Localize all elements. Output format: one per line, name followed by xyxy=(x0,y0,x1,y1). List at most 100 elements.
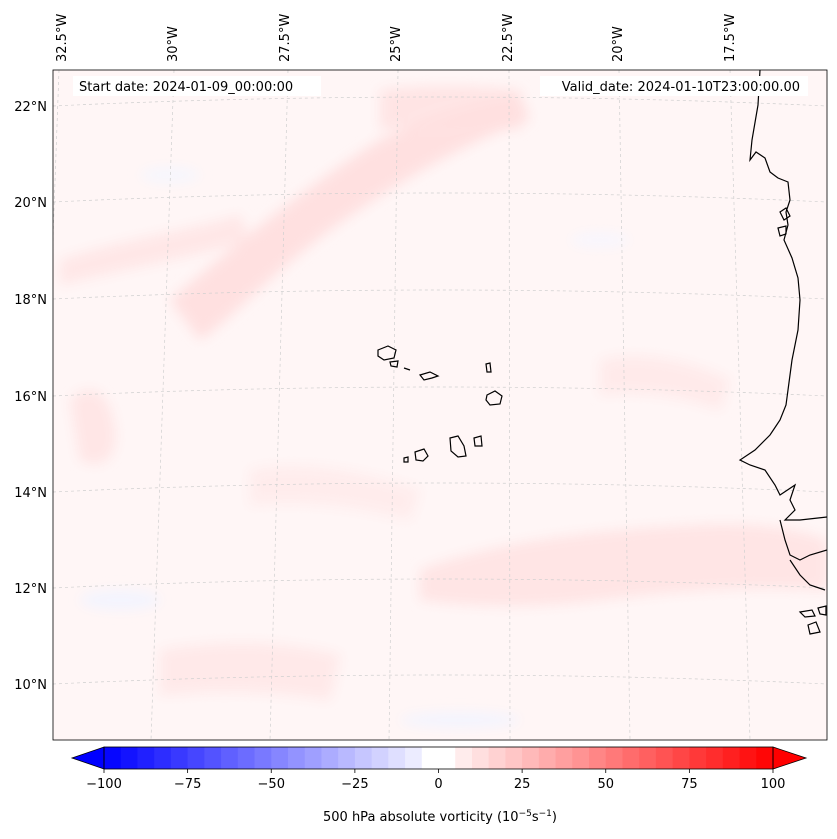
negative-vorticity-patch xyxy=(570,232,630,248)
colorbar-block xyxy=(321,747,339,769)
colorbar-block xyxy=(304,747,322,769)
negative-vorticity-patch xyxy=(140,167,200,183)
lon-label-22-5w: 22.5°W xyxy=(501,14,516,62)
parallel-10n xyxy=(53,674,827,685)
colorbar-block xyxy=(605,747,623,769)
cape-verde-sao-nicolau xyxy=(418,371,440,381)
guinea-bissau-coastline xyxy=(779,519,827,591)
meridian-30w xyxy=(150,70,175,740)
colorbar-tick-label: 75 xyxy=(681,777,698,792)
lat-label-14n: 14°N xyxy=(14,486,47,501)
map-frame xyxy=(52,69,828,741)
lat-label-22n: 22°N xyxy=(14,100,47,115)
colorbar-block xyxy=(756,747,774,769)
parallel-18n xyxy=(53,289,827,300)
colorbar-block xyxy=(522,747,540,769)
colorbar-tick-label: −25 xyxy=(341,777,368,792)
colorbar-tick-label: 25 xyxy=(514,777,531,792)
colorbar-label: 500 hPa absolute vorticity (10−5s−1) xyxy=(323,809,557,825)
graticule xyxy=(53,70,827,740)
colorbar-label-main: 500 hPa absolute vorticity (10 xyxy=(323,810,519,825)
lat-label-20n: 20°N xyxy=(14,196,47,211)
cape-verde-sao-vicente xyxy=(389,360,399,368)
lon-label-17-5w: 17.5°W xyxy=(723,14,738,62)
colorbar-label-end: ) xyxy=(552,810,557,825)
colorbar-block xyxy=(421,747,439,769)
coastlines xyxy=(377,70,827,635)
colorbar-block xyxy=(221,747,239,769)
colorbar-block xyxy=(371,747,389,769)
positive-vorticity-band xyxy=(70,390,116,464)
cape-verde-sal xyxy=(485,362,492,373)
meridian-27-5w xyxy=(269,70,289,740)
colorbar-block xyxy=(739,747,757,769)
lon-label-20w: 20°W xyxy=(611,26,626,62)
cape-verde-boa-vista xyxy=(485,390,503,406)
colorbar-max-extension xyxy=(772,746,808,770)
lon-label-25w: 25°W xyxy=(389,26,404,62)
colorbar-block xyxy=(254,747,272,769)
colorbar-block xyxy=(237,747,255,769)
meridian-17-5w xyxy=(729,70,751,740)
colorbar-tick-label: −100 xyxy=(86,777,122,792)
negative-vorticity-patch xyxy=(80,590,160,610)
colorbar-block xyxy=(338,747,356,769)
bijagos-islands xyxy=(798,605,827,635)
colorbar-tick-label: 0 xyxy=(434,777,442,792)
cape-verde-santiago xyxy=(449,435,467,458)
colorbar-label-exp1: −5 xyxy=(519,809,532,819)
cape-verde-santo-antao xyxy=(377,345,397,361)
colorbar-block xyxy=(639,747,657,769)
positive-vorticity-band xyxy=(600,356,730,410)
positive-vorticity-band xyxy=(380,86,520,130)
colorbar-min-extension xyxy=(70,746,105,770)
lon-label-30w: 30°W xyxy=(166,26,181,62)
positive-vorticity-band xyxy=(420,524,827,606)
colorbar: −100 −75 −50 −25 0 25 50 75 100 500 hPa absolute… xyxy=(70,746,808,825)
colorbar-ticks: −100 −75 −50 −25 0 25 50 75 100 xyxy=(86,769,785,792)
colorbar-block xyxy=(572,747,590,769)
lon-label-32-5w: 32.5°W xyxy=(55,14,70,62)
colorbar-block xyxy=(488,747,506,769)
colorbar-block xyxy=(689,747,707,769)
colorbar-block xyxy=(154,747,172,769)
positive-vorticity-band xyxy=(170,95,530,340)
negative-vorticity-patch xyxy=(400,712,520,728)
map-panel: Start date: 2024-01-09_00:00:00 Valid_da… xyxy=(53,70,827,740)
valid-date-label: Valid_date: 2024-01-10T23:00:00.00 xyxy=(562,80,800,95)
colorbar-block xyxy=(104,747,122,769)
valid-date-box xyxy=(540,76,808,96)
colorbar-block xyxy=(271,747,289,769)
positive-vorticity-band xyxy=(60,215,250,285)
colorbar-block xyxy=(137,747,155,769)
lat-label-10n: 10°N xyxy=(14,678,47,693)
lat-label-12n: 12°N xyxy=(14,582,47,597)
parallel-16n xyxy=(53,386,827,397)
colorbar-block xyxy=(354,747,372,769)
start-date-label: Start date: 2024-01-09_00:00:00 xyxy=(79,80,293,95)
colorbar-block xyxy=(538,747,556,769)
meridian-20w xyxy=(618,70,631,740)
parallel-20n xyxy=(53,192,827,203)
colorbar-block xyxy=(589,747,607,769)
colorbar-tick-label: −75 xyxy=(174,777,201,792)
colorbar-block xyxy=(438,747,456,769)
colorbar-block xyxy=(455,747,473,769)
lon-label-27-5w: 27.5°W xyxy=(278,14,293,62)
cape-verde-santa-luzia xyxy=(403,367,411,371)
start-date-box xyxy=(73,76,321,96)
lat-label-18n: 18°N xyxy=(14,293,47,308)
colorbar-tick-label: 100 xyxy=(761,777,786,792)
colorbar-block xyxy=(555,747,573,769)
colorbar-label-exp2: −1 xyxy=(539,809,552,819)
colorbar-block xyxy=(405,747,423,769)
meridian-25w xyxy=(388,70,399,740)
cape-verde-fogo xyxy=(414,448,429,462)
colorbar-block xyxy=(170,747,189,769)
colorbar-block xyxy=(706,747,724,769)
colorbar-block xyxy=(388,747,406,769)
colorbar-block xyxy=(505,747,523,769)
lat-label-16n: 16°N xyxy=(14,390,47,405)
colorbar-block xyxy=(471,747,490,769)
